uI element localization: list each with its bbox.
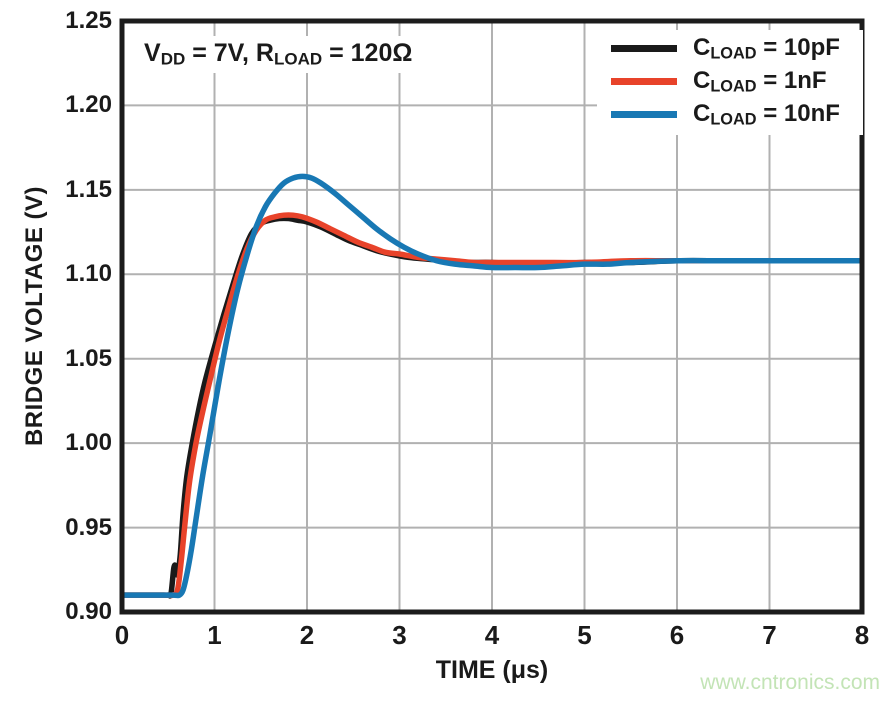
- x-tick-label: 1: [207, 620, 222, 650]
- legend-item-10nf: CLOAD = 10nF: [611, 98, 857, 131]
- x-tick-label: 2: [299, 620, 315, 650]
- y-tick-label: 1.25: [65, 7, 112, 34]
- y-tick-label: 1.15: [65, 175, 112, 203]
- x-tick-label: 4: [484, 620, 500, 650]
- plot-frame: [119, 18, 865, 615]
- y-tick-label: 1.00: [65, 429, 112, 457]
- x-tick-label: 6: [669, 620, 685, 650]
- chart-annotation: VDD = 7V, RLOAD = 120Ω: [134, 36, 423, 73]
- x-tick-label: 0: [114, 620, 130, 650]
- annotation-text: VDD = 7V, RLOAD = 120Ω: [144, 39, 413, 69]
- legend-label-10pf: CLOAD = 10pF: [693, 33, 840, 63]
- data-curves: [122, 173, 862, 599]
- y-tick-label: 0.90: [65, 598, 112, 625]
- legend-line-swatch-10pf: [611, 45, 677, 52]
- x-tick-label: 5: [577, 620, 592, 650]
- x-tick-label: 3: [392, 620, 407, 650]
- y-tick-label: 0.95: [65, 513, 112, 541]
- curve-cload-10nf: [122, 173, 862, 599]
- watermark-text: www.cntronics.com: [700, 671, 880, 694]
- x-axis-tick-labels: 0 1 2 3 4 5 6 7 8: [0, 620, 888, 650]
- x-axis-label: TIME (μs): [435, 656, 549, 684]
- y-tick-label: 1.20: [65, 91, 112, 119]
- legend-item-10pf: CLOAD = 10pF: [611, 32, 857, 65]
- x-tick-label: 8: [854, 620, 870, 650]
- chart-legend: CLOAD = 10pF CLOAD = 1nF CLOAD = 10nF: [597, 30, 863, 135]
- legend-line-swatch-10nf: [611, 111, 677, 118]
- legend-item-1nf: CLOAD = 1nF: [611, 65, 857, 98]
- legend-label-10nf: CLOAD = 10nF: [693, 99, 840, 129]
- y-axis-tick-labels: 0.90 0.95 1.00 1.05 1.10 1.15 1.20 1.25: [0, 0, 112, 704]
- legend-label-1nf: CLOAD = 1nF: [693, 66, 827, 96]
- curve-cload-1nf: [122, 212, 862, 599]
- legend-line-swatch-1nf: [611, 78, 677, 85]
- y-tick-label: 1.05: [65, 344, 112, 372]
- x-tick-label: 7: [762, 620, 777, 650]
- y-tick-label: 1.10: [65, 260, 112, 288]
